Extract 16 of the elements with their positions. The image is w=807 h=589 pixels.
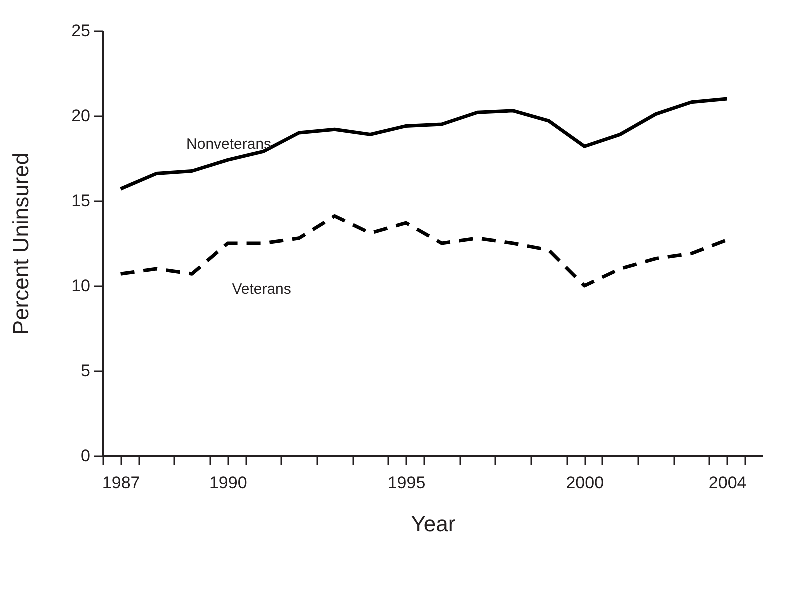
y-tick-label: 20: [72, 106, 90, 126]
x-tick-label: 2004: [708, 474, 747, 492]
x-axis-title: Year: [411, 511, 456, 536]
y-axis-title: Percent Uninsured: [8, 152, 34, 336]
series-label: Nonveterans: [186, 136, 272, 153]
x-tick-label: 1987: [102, 474, 140, 492]
y-tick-label: 0: [81, 446, 90, 466]
x-tick-label: 1990: [209, 474, 248, 492]
line-series: [119, 97, 730, 191]
y-tick-label: 5: [81, 362, 90, 380]
x-tick-label: 2000: [566, 474, 604, 492]
y-tick-label: 10: [72, 276, 90, 296]
x-tick-label: 1995: [388, 474, 426, 492]
y-tick-label: 25: [72, 22, 90, 40]
text: Veterans: [232, 281, 292, 298]
y-tick-label: 15: [72, 192, 90, 210]
